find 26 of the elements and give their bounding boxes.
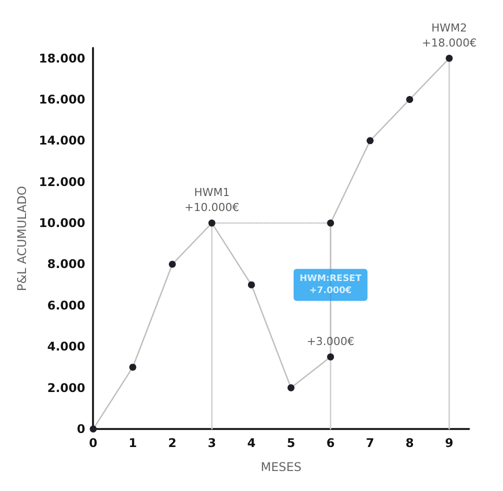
x-tick-label: 6: [326, 436, 335, 450]
x-axis-title: MESES: [260, 460, 302, 474]
annotation: HWM1 +10.000€: [184, 186, 240, 214]
x-tick-label: 9: [445, 436, 454, 450]
y-tick-label: 10.000: [38, 216, 86, 230]
y-tick-label: 0: [76, 422, 86, 436]
x-tick-label: 3: [208, 436, 216, 450]
y-tick-label: 18.000: [38, 51, 86, 66]
x-tick-label: 1: [128, 436, 137, 450]
y-tick-label: 8.000: [47, 257, 86, 272]
annotation: HWM:RESET +7.000€: [300, 274, 362, 296]
y-tick-label: 4.000: [47, 340, 86, 354]
annotation: HWM2 +18.000€: [422, 21, 477, 50]
annotation: +3.000€: [306, 334, 354, 348]
x-tick-label: 0: [89, 436, 98, 450]
x-tick-label: 7: [366, 436, 374, 450]
y-tick-label: 2.000: [47, 380, 86, 395]
y-tick-label: 14.000: [38, 134, 86, 148]
x-tick-label: 4: [247, 436, 256, 450]
y-tick-label: 12.000: [38, 174, 86, 189]
y-axis-title: P&L ACUMULADO: [15, 186, 29, 292]
x-tick-label: 5: [286, 436, 296, 450]
x-tick-label: 8: [405, 436, 414, 450]
y-tick-label: 6.000: [47, 298, 86, 312]
y-tick-label: 16.000: [38, 92, 86, 106]
x-tick-label: 2: [168, 436, 176, 450]
